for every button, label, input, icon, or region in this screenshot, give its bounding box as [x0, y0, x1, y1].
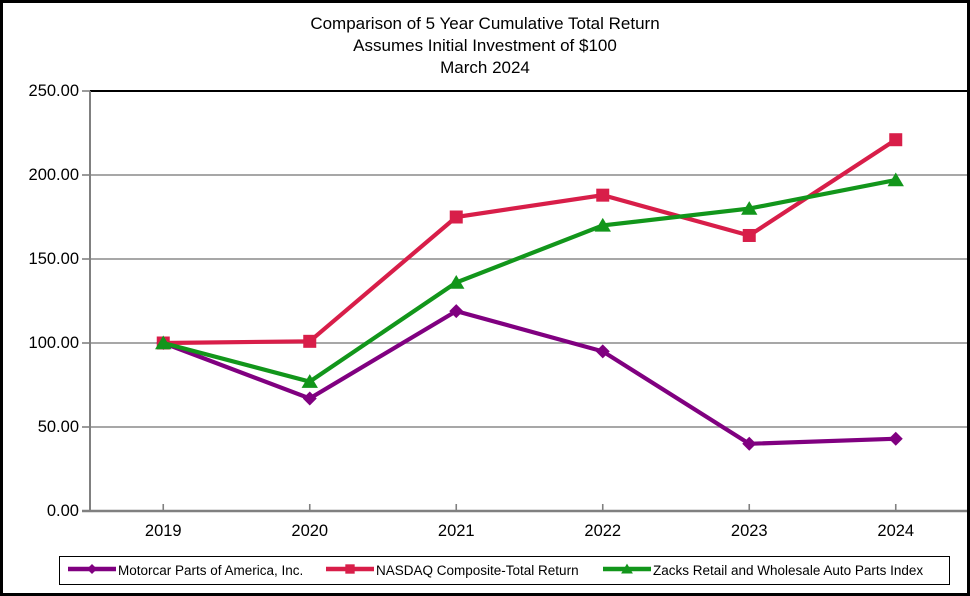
chart-date-line: March 2024: [440, 58, 530, 77]
x-axis-label: 2019: [144, 522, 182, 540]
data-point-marker-triangle: [155, 335, 172, 350]
data-point-marker-square: [742, 228, 756, 242]
diamond-line-marker-icon: [68, 562, 116, 579]
data-point-marker-diamond: [742, 436, 757, 451]
triangle-line-marker-icon: [603, 562, 651, 579]
data-point-marker-square: [303, 334, 317, 348]
x-axis-label: 2021: [437, 522, 475, 540]
plot-area: [82, 90, 967, 513]
x-axis-label: 2023: [730, 522, 768, 540]
y-axis-tick-label: 200.00: [28, 166, 79, 184]
legend-item-zacks-auto-parts: Zacks Retail and Wholesale Auto Parts In…: [603, 557, 923, 584]
data-point-marker-diamond: [595, 344, 610, 359]
square-line-marker-icon: [326, 562, 374, 579]
legend-item-nasdaq-composite: NASDAQ Composite-Total Return: [326, 557, 579, 584]
x-axis-label: 2020: [291, 522, 329, 540]
y-axis-tick-label: 0.00: [46, 502, 79, 520]
series-line: [163, 137, 897, 346]
series-line: [162, 308, 896, 446]
data-point-marker-diamond: [86, 563, 98, 575]
data-point-marker-diamond: [449, 304, 464, 319]
legend-label: Motorcar Parts of America, Inc.: [118, 563, 304, 578]
data-point-marker-triangle: [448, 275, 465, 289]
legend-label: Zacks Retail and Wholesale Auto Parts In…: [653, 563, 924, 578]
data-point-marker-square: [596, 188, 610, 202]
data-point-marker-triangle: [621, 563, 633, 574]
chart-title-block: Comparison of 5 Year Cumulative Total Re…: [3, 13, 967, 79]
y-axis-tick-label: 150.00: [28, 250, 79, 268]
chart-title: Comparison of 5 Year Cumulative Total Re…: [310, 14, 660, 33]
x-axis-label: 2022: [584, 522, 622, 540]
legend-item-motorcar-parts: Motorcar Parts of America, Inc.: [68, 557, 303, 584]
data-point-marker-triangle: [594, 217, 611, 232]
y-axis-tick-label: 250.00: [28, 82, 79, 100]
chart-subtitle: Assumes Initial Investment of $100: [353, 36, 617, 55]
data-point-marker-square: [889, 133, 903, 147]
triangle-sample-svg: [603, 563, 651, 574]
data-point-marker-diamond: [888, 431, 903, 446]
data-point-marker-triangle: [301, 374, 318, 388]
data-point-marker-triangle: [887, 172, 904, 187]
legend-label: NASDAQ Composite-Total Return: [376, 563, 579, 578]
diamond-sample-svg: [68, 563, 116, 575]
y-axis-tick-label: 100.00: [28, 334, 79, 352]
series-line: [162, 177, 897, 384]
data-point-marker-square: [345, 564, 355, 574]
x-axis-label: 2024: [877, 522, 915, 540]
data-point-marker-square: [449, 210, 463, 224]
square-sample-svg: [326, 564, 374, 574]
data-point-marker-triangle: [741, 201, 758, 215]
y-axis-tick-label: 50.00: [37, 418, 79, 436]
legend: Motorcar Parts of America, Inc. NASDAQ C…: [59, 556, 950, 585]
data-point-marker-diamond: [302, 391, 317, 406]
